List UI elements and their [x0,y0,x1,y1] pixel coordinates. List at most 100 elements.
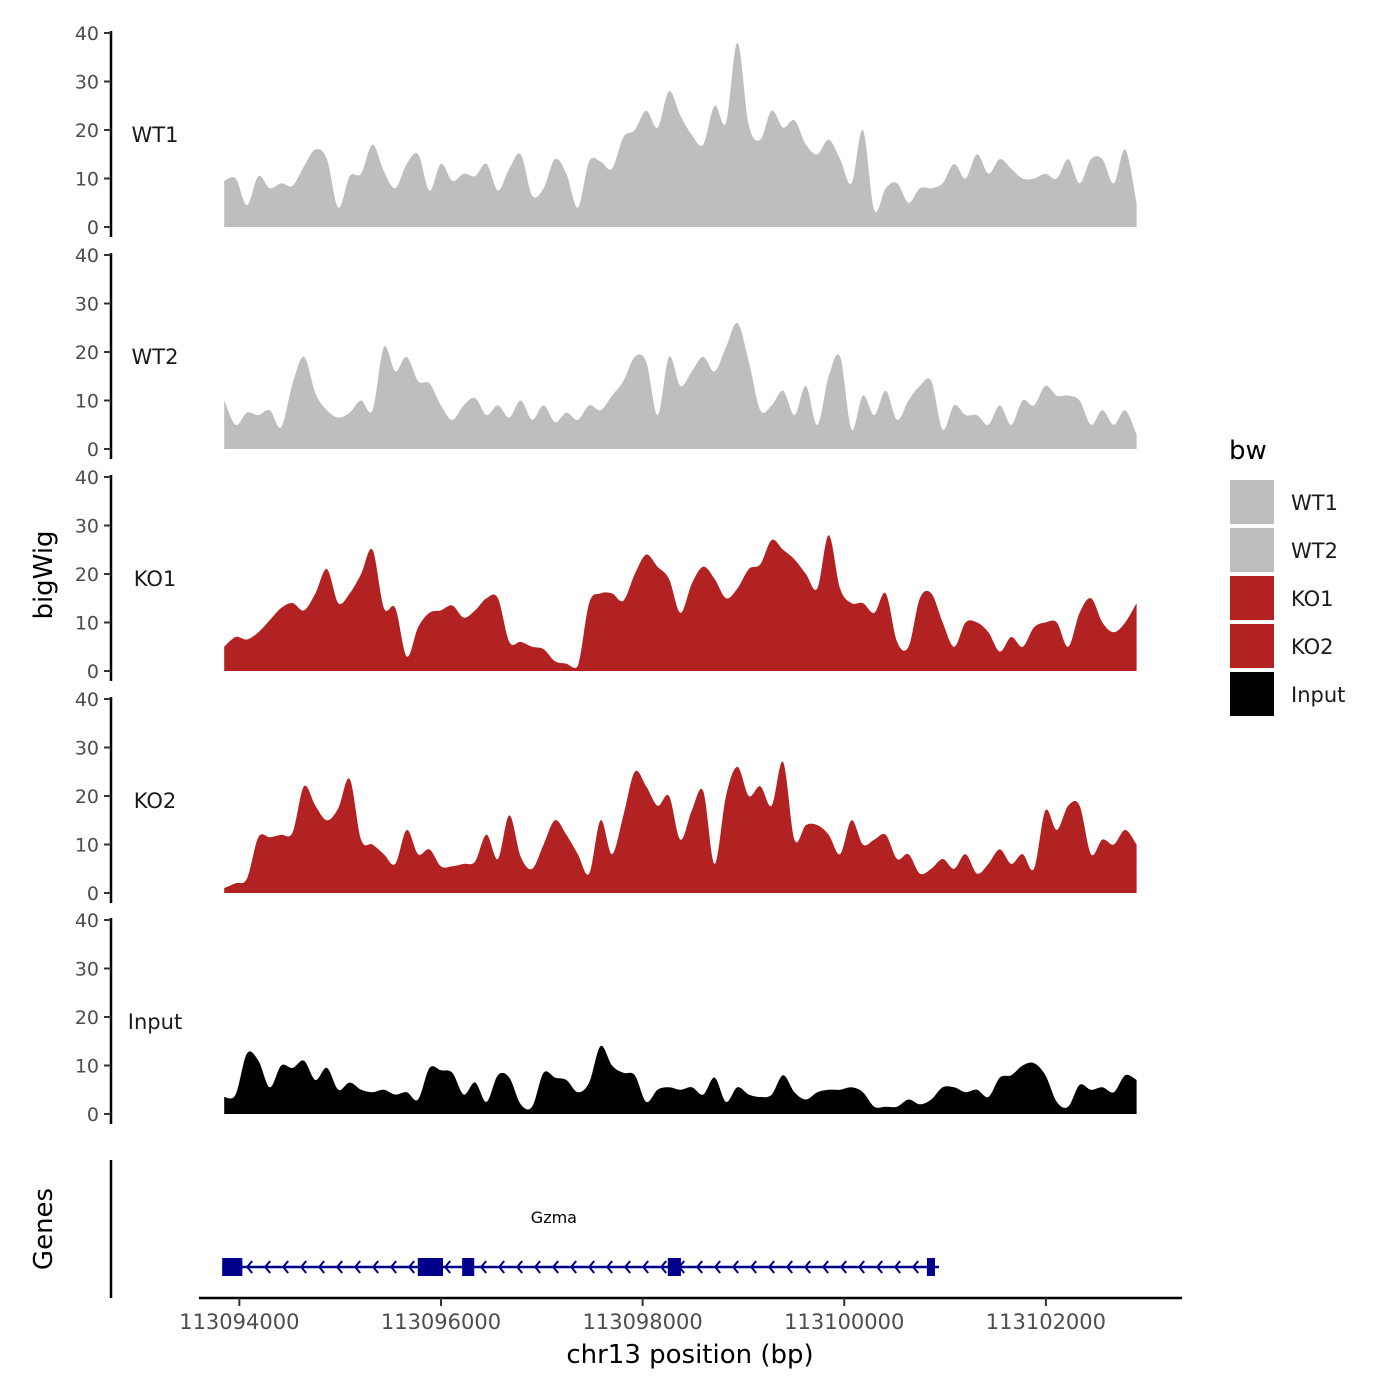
strand-arrow [497,1260,505,1274]
x-tick-label: 113098000 [582,1310,702,1334]
strand-arrow [587,1260,595,1274]
legend-label: KO1 [1291,587,1334,611]
y-tick-label: 20 [75,1007,99,1029]
legend-title: bw [1229,436,1267,466]
track-ko2: 0 10 20 30 40 KO2 [75,689,1137,905]
coverage-area-wt2 [224,322,1137,449]
y-tick-label: 20 [75,786,99,808]
strand-arrow [659,1260,667,1274]
x-axis: 113094000 113096000 113098000 113100000 1131… [179,1296,1182,1370]
coverage-area-wt1 [224,42,1137,228]
y-tick-label: 0 [87,883,99,905]
exon [667,1258,681,1276]
strand-arrow [641,1260,649,1274]
y-tick-label: 10 [75,391,99,413]
strand-arrow [767,1260,775,1274]
track-wt1: 0 10 20 30 40 WT1 [75,23,1137,239]
y-tick-label: 20 [75,342,99,364]
y-tick-label: 30 [75,738,99,760]
track-label-ko2: KO2 [134,789,177,813]
legend-item-ko1: KO1 [1230,576,1334,620]
legend: bw WT1 WT2 KO1 KO2 Input [1229,436,1345,716]
strand-arrow [317,1260,325,1274]
track-label-wt2: WT2 [132,345,179,369]
legend-item-wt1: WT1 [1230,480,1338,524]
strand-arrow [749,1260,757,1274]
y-axis-title: bigWig [29,530,59,619]
strand-arrow [479,1260,487,1274]
track-input: 0 10 20 30 40 Input [75,910,1137,1126]
legend-label: Input [1291,683,1345,707]
strand-arrow [713,1260,721,1274]
gene-name-label: Gzma [531,1208,577,1227]
y-tick-label: 20 [75,120,99,142]
y-tick-label: 40 [75,689,99,711]
legend-items: WT1 WT2 KO1 KO2 Input [1230,480,1345,716]
legend-label: WT1 [1291,491,1338,515]
strand-arrow [785,1260,793,1274]
track-label-ko1: KO1 [134,567,177,591]
y-tick-label: 30 [75,516,99,538]
track-ko1: 0 10 20 30 40 KO1 [75,467,1137,683]
strand-arrow [803,1260,811,1274]
x-tick-label: 113094000 [179,1310,299,1334]
strand-arrow [731,1260,739,1274]
genes-track: Genes Gzma [29,1160,940,1298]
legend-item-wt2: WT2 [1230,528,1338,572]
strand-arrow [605,1260,613,1274]
strand-arrow [443,1260,451,1274]
y-tick-label: 40 [75,245,99,267]
strand-arrow [371,1260,379,1274]
y-tick-label: 0 [87,217,99,239]
legend-swatch [1230,576,1274,620]
y-tick-label: 30 [75,294,99,316]
track-wt2: 0 10 20 30 40 WT2 [75,245,1137,461]
track-label-wt1: WT1 [132,123,179,147]
strand-arrow [389,1260,397,1274]
coverage-area-ko2 [224,761,1137,893]
x-tick-label: 113096000 [381,1310,501,1334]
legend-label: WT2 [1291,539,1338,563]
strand-arrow [335,1260,343,1274]
strand-arrow [353,1260,361,1274]
legend-swatch [1230,480,1274,524]
strand-arrow [875,1260,883,1274]
strand-arrow [515,1260,523,1274]
strand-arrow [299,1260,307,1274]
exon [222,1258,243,1276]
strand-arrow [407,1260,415,1274]
y-tick-label: 0 [87,1104,99,1126]
y-tick-label: 10 [75,169,99,191]
y-tick-label: 40 [75,467,99,489]
legend-swatch [1230,528,1274,572]
x-tick-label: 113100000 [784,1310,904,1334]
gene-model [222,1258,940,1276]
y-tick-label: 10 [75,613,99,635]
strand-arrow [263,1260,271,1274]
legend-swatch [1230,672,1274,716]
legend-swatch [1230,624,1274,668]
coverage-area-input [224,1045,1137,1114]
legend-label: KO2 [1291,635,1334,659]
exon [417,1258,443,1276]
y-tick-label: 30 [75,72,99,94]
strand-arrow [911,1260,919,1274]
coverage-area-ko1 [224,535,1137,671]
legend-item-input: Input [1230,672,1345,716]
x-axis-ticks: 113094000 113096000 113098000 113100000 1131… [179,1298,1106,1334]
exon [926,1258,935,1276]
x-axis-title: chr13 position (bp) [566,1340,813,1370]
x-tick-label: 113102000 [986,1310,1106,1334]
strand-arrow [569,1260,577,1274]
strand-arrow [857,1260,865,1274]
coverage-tracks: 0 10 20 30 40 WT1 0 10 20 30 40 WT2 0 10 20 30 40 KO1 0 10 2… [75,23,1137,1126]
y-tick-label: 0 [87,661,99,683]
y-tick-label: 30 [75,959,99,981]
strand-arrow [839,1260,847,1274]
y-tick-label: 10 [75,835,99,857]
y-tick-label: 0 [87,439,99,461]
genes-track-title: Genes [29,1188,59,1270]
y-tick-label: 40 [75,23,99,45]
strand-arrow [245,1260,253,1274]
